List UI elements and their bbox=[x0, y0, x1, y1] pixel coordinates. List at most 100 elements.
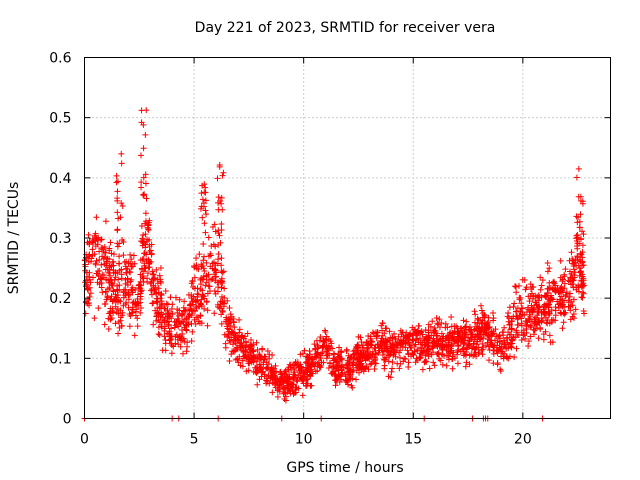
data-point bbox=[158, 302, 165, 309]
data-point bbox=[389, 365, 396, 372]
data-point bbox=[431, 340, 438, 347]
data-point bbox=[557, 257, 564, 264]
data-point bbox=[146, 236, 153, 243]
data-point bbox=[485, 314, 492, 321]
data-point bbox=[114, 243, 121, 250]
data-point bbox=[508, 326, 515, 333]
data-point bbox=[89, 235, 96, 242]
data-point bbox=[531, 319, 538, 326]
data-point bbox=[436, 324, 443, 331]
data-point bbox=[99, 289, 106, 296]
data-point bbox=[144, 270, 151, 277]
data-point bbox=[137, 288, 144, 295]
data-point bbox=[314, 349, 321, 356]
data-point bbox=[307, 372, 314, 379]
x-axis-label: GPS time / hours bbox=[286, 460, 403, 476]
data-point bbox=[345, 377, 352, 384]
data-point bbox=[448, 314, 455, 321]
data-point bbox=[226, 305, 233, 312]
data-point bbox=[140, 145, 147, 152]
data-point bbox=[301, 347, 308, 354]
data-point bbox=[410, 337, 417, 344]
data-point bbox=[106, 247, 113, 254]
data-point bbox=[327, 338, 334, 345]
data-point bbox=[189, 298, 196, 305]
data-point bbox=[348, 382, 355, 389]
data-point bbox=[85, 231, 92, 238]
data-point bbox=[197, 300, 204, 307]
data-point bbox=[576, 224, 583, 231]
data-point bbox=[394, 342, 401, 349]
data-point bbox=[465, 341, 472, 348]
data-point bbox=[506, 331, 513, 338]
data-point bbox=[200, 257, 207, 264]
data-point bbox=[454, 330, 461, 337]
data-point bbox=[450, 333, 457, 340]
data-point bbox=[175, 318, 182, 325]
data-point bbox=[571, 269, 578, 276]
data-point bbox=[137, 257, 144, 264]
data-point bbox=[143, 195, 150, 202]
data-point bbox=[474, 315, 481, 322]
data-point bbox=[358, 338, 365, 345]
data-point bbox=[559, 297, 566, 304]
data-point bbox=[205, 234, 212, 241]
data-point bbox=[181, 316, 188, 323]
data-point bbox=[576, 218, 583, 225]
data-point bbox=[243, 348, 250, 355]
data-point bbox=[202, 282, 209, 289]
data-point bbox=[161, 305, 168, 312]
data-point bbox=[143, 251, 150, 258]
data-point bbox=[201, 181, 208, 188]
data-point bbox=[386, 328, 393, 335]
data-point bbox=[114, 305, 121, 312]
data-point bbox=[291, 374, 298, 381]
data-point bbox=[332, 377, 339, 384]
data-point bbox=[501, 350, 508, 357]
data-point bbox=[167, 333, 174, 340]
data-point bbox=[208, 276, 215, 283]
data-point bbox=[330, 363, 337, 370]
data-point bbox=[374, 329, 381, 336]
data-point bbox=[566, 293, 573, 300]
data-point bbox=[94, 241, 101, 248]
data-point bbox=[295, 371, 302, 378]
data-point bbox=[154, 304, 161, 311]
data-point bbox=[218, 200, 225, 207]
data-point bbox=[241, 352, 248, 359]
data-point bbox=[191, 307, 198, 314]
data-point bbox=[479, 340, 486, 347]
data-point bbox=[490, 330, 497, 337]
data-point bbox=[116, 324, 123, 331]
data-point bbox=[578, 283, 585, 290]
data-point bbox=[409, 351, 416, 358]
data-point bbox=[114, 188, 121, 195]
data-point bbox=[397, 347, 404, 354]
data-point bbox=[575, 214, 582, 221]
data-point bbox=[227, 339, 234, 346]
data-point bbox=[200, 293, 207, 300]
data-point bbox=[156, 331, 163, 338]
data-point bbox=[114, 209, 121, 216]
data-point bbox=[579, 228, 586, 235]
data-point bbox=[93, 234, 100, 241]
data-point bbox=[261, 373, 268, 380]
data-point bbox=[175, 312, 182, 319]
data-point bbox=[521, 276, 528, 283]
data-point bbox=[201, 220, 208, 227]
data-point bbox=[172, 294, 179, 301]
data-point bbox=[425, 327, 432, 334]
data-point bbox=[118, 160, 125, 167]
data-point bbox=[146, 264, 153, 271]
data-point bbox=[163, 300, 170, 307]
data-point bbox=[442, 324, 449, 331]
data-point bbox=[212, 274, 219, 281]
data-point bbox=[307, 355, 314, 362]
data-point bbox=[127, 269, 134, 276]
data-point bbox=[372, 350, 379, 357]
data-point bbox=[129, 300, 136, 307]
data-point bbox=[579, 294, 586, 301]
data-point bbox=[548, 307, 555, 314]
data-point bbox=[476, 336, 483, 343]
data-point bbox=[150, 299, 157, 306]
